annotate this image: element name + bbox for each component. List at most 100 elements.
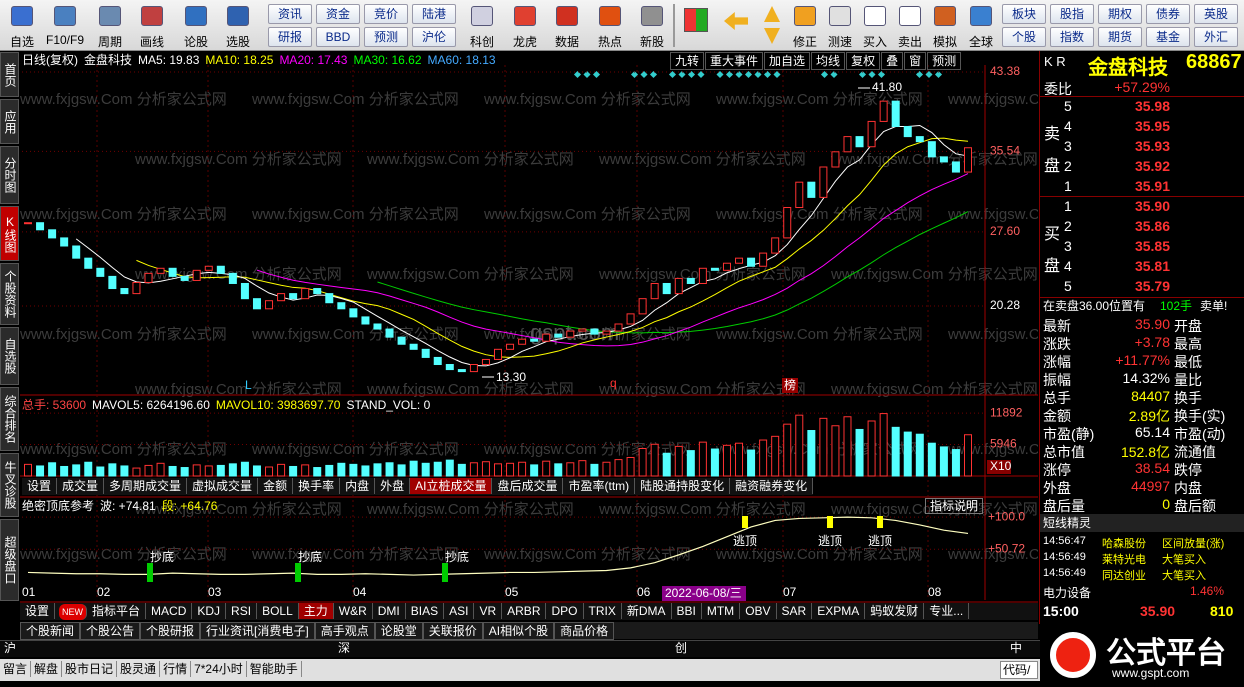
toolbar-button[interactable]: F10/F9	[45, 2, 85, 49]
side-tab[interactable]: 自选股	[0, 327, 19, 385]
toolbar-small-button[interactable]: 指数	[1050, 27, 1094, 47]
price-tool[interactable]: 预测	[927, 52, 962, 70]
indicator-tab[interactable]: BIAS	[406, 603, 445, 619]
info-tab[interactable]: AI相似个股	[482, 622, 555, 640]
toolbar-small-button[interactable]: 陆港	[412, 4, 456, 24]
volume-tab[interactable]: 融资融券变化	[730, 478, 814, 494]
toolbar-small-button[interactable]: 研报	[268, 27, 312, 47]
indicator-tab[interactable]: NEW	[59, 604, 88, 620]
bottom-item[interactable]: 行情	[160, 661, 192, 677]
toolbar-button[interactable]: 新股	[632, 2, 672, 49]
bottom-item[interactable]: 股市日记	[62, 661, 118, 677]
toolbar-small-button[interactable]: 竞价	[364, 4, 408, 24]
toolbar-button[interactable]: 测速	[823, 2, 857, 49]
indicator-tab[interactable]: OBV	[740, 603, 777, 619]
price-tool[interactable]: 窗	[904, 52, 927, 70]
side-tab[interactable]: K线图	[0, 206, 19, 261]
bottom-item[interactable]: 智能助手	[247, 661, 302, 677]
price-tool[interactable]: 复权	[846, 52, 881, 70]
toolbar-button[interactable]: 数据	[547, 2, 587, 49]
indicator-tab[interactable]: VR	[474, 603, 503, 619]
toolbar-small-button[interactable]: 预测	[364, 27, 408, 47]
side-tab[interactable]: 应用	[0, 99, 19, 144]
toolbar-small-button[interactable]: 期货	[1098, 27, 1142, 47]
indicator-tab[interactable]: EXPMA	[812, 603, 866, 619]
indicator-tab[interactable]: BOLL	[257, 603, 299, 619]
volume-tab[interactable]: 盘后成交量	[492, 478, 564, 494]
indicator-tab[interactable]: DPO	[546, 603, 584, 619]
side-tab[interactable]: 分时图	[0, 146, 19, 204]
toolbar-button[interactable]: 龙虎	[505, 2, 545, 49]
bottom-item[interactable]: 留言	[0, 661, 32, 677]
bottom-item[interactable]: 股灵通	[117, 661, 161, 677]
info-tab[interactable]: 行业资讯[消费电子]	[200, 622, 315, 640]
toolbar-button[interactable]: 全球	[964, 2, 998, 49]
indicator-tab[interactable]: W&R	[334, 603, 373, 619]
bottom-item[interactable]: 解盘	[31, 661, 63, 677]
volume-tab[interactable]: 市盈率(ttm)	[563, 478, 636, 494]
indicator-tab[interactable]: 主力	[298, 603, 334, 619]
toolbar-small-button[interactable]: 板块	[1002, 4, 1046, 24]
indicator-tab[interactable]: 专业...	[924, 603, 970, 619]
price-tool[interactable]: 均线	[811, 52, 846, 70]
toolbar-small-button[interactable]: 外汇	[1194, 27, 1238, 47]
toolbar-small-button[interactable]: 期权	[1098, 4, 1142, 24]
toolbar-button[interactable]: 周期	[90, 2, 130, 49]
price-tool[interactable]: 加自选	[764, 52, 811, 70]
indicator-tab[interactable]: ARBR	[502, 603, 547, 619]
toolbar-button[interactable]: 卖出	[893, 2, 927, 49]
toolbar-button[interactable]: 画线	[132, 2, 172, 49]
info-tab[interactable]: 个股公告	[80, 622, 141, 640]
indicator-tab[interactable]: 新DMA	[622, 603, 672, 619]
volume-tab[interactable]: 成交量	[57, 478, 105, 494]
volume-tab[interactable]: 换手率	[293, 478, 341, 494]
volume-tab[interactable]: AI立桩成交量	[410, 478, 493, 494]
volume-tab[interactable]: 多周期成交量	[104, 478, 188, 494]
code-box[interactable]: 代码/	[1000, 661, 1038, 679]
toolbar-small-button[interactable]: 沪伦	[412, 27, 456, 47]
indicator-tab[interactable]: 蚂蚁发财	[865, 603, 925, 619]
bottom-item[interactable]: 7*24小时	[191, 661, 247, 677]
volume-tab[interactable]: 虚拟成交量	[187, 478, 259, 494]
volume-tab[interactable]: 外盘	[375, 478, 411, 494]
volume-tab[interactable]: 设置	[22, 478, 58, 494]
toolbar-small-button[interactable]: 基金	[1146, 27, 1190, 47]
info-tab[interactable]: 个股研报	[140, 622, 201, 640]
toolbar-button[interactable]: 选股	[218, 2, 258, 49]
toolbar-button[interactable]: 模拟	[928, 2, 962, 49]
price-tool[interactable]: 九转	[670, 52, 705, 70]
toolbar-small-button[interactable]: BBD	[316, 27, 360, 47]
toolbar-small-button[interactable]: 个股	[1002, 27, 1046, 47]
info-tab[interactable]: 论股堂	[374, 622, 423, 640]
indicator-tab[interactable]: 设置	[20, 603, 56, 619]
toolbar-button[interactable]: 修正	[788, 2, 822, 49]
info-tab[interactable]: 个股新闻	[20, 622, 81, 640]
toolbar-icon[interactable]	[684, 8, 708, 32]
side-tab[interactable]: 个股资料	[0, 263, 19, 325]
indicator-help[interactable]: 指标说明	[925, 498, 984, 514]
indicator-tab[interactable]: MACD	[146, 603, 193, 619]
side-tab[interactable]: 首页	[0, 52, 19, 97]
indicator-tab[interactable]: TRIX	[584, 603, 622, 619]
toolbar-button[interactable]: 热点	[590, 2, 630, 49]
toolbar-button[interactable]: 自选	[2, 2, 42, 49]
toolbar-button[interactable]: 买入	[858, 2, 892, 49]
toolbar-small-button[interactable]: 资讯	[268, 4, 312, 24]
indicator-tab[interactable]: MTM	[702, 603, 741, 619]
toolbar-button[interactable]: 科创	[462, 2, 502, 49]
toolbar-small-button[interactable]: 资金	[316, 4, 360, 24]
price-tool[interactable]: 叠	[881, 52, 904, 70]
toolbar-small-button[interactable]: 股指	[1050, 4, 1094, 24]
toolbar-small-button[interactable]: 英股	[1194, 4, 1238, 24]
indicator-tab[interactable]: KDJ	[192, 603, 227, 619]
indicator-tab[interactable]: ASI	[444, 603, 475, 619]
indicator-tab[interactable]: 指标平台	[87, 603, 147, 619]
info-tab[interactable]: 高手观点	[314, 622, 375, 640]
side-tab[interactable]: 牛叉诊股	[0, 453, 19, 517]
indicator-tab[interactable]: DMI	[373, 603, 406, 619]
volume-tab[interactable]: 陆股通持股变化	[635, 478, 731, 494]
info-tab[interactable]: 关联报价	[422, 622, 483, 640]
side-tab[interactable]: 超级盘口	[0, 519, 19, 601]
toolbar-small-button[interactable]: 债券	[1146, 4, 1190, 24]
indicator-tab[interactable]: BBI	[672, 603, 702, 619]
